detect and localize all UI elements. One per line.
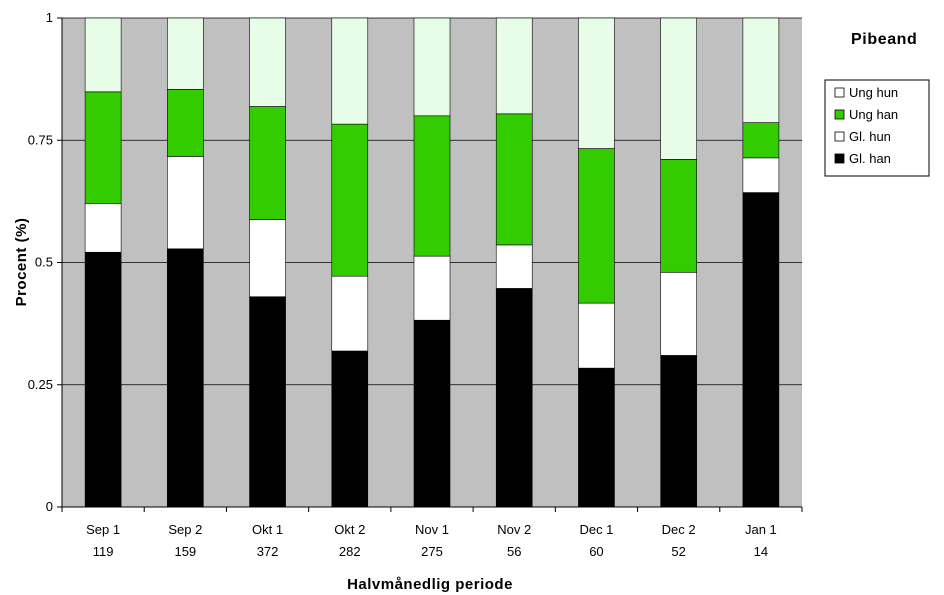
bar-segment-ung-han	[495, 113, 533, 246]
x-tick-label: Nov 2	[497, 522, 531, 537]
y-tick-label: 0.75	[28, 132, 53, 147]
bar-segment-ung-hun	[578, 17, 615, 149]
legend-swatch-ung-han	[834, 109, 845, 120]
bars	[84, 17, 780, 508]
bar-segment-ung-hun	[660, 17, 697, 160]
bar-segment-ung-hun	[249, 17, 286, 107]
bar-segment-gl-han	[167, 248, 204, 508]
y-tick-label: 1	[46, 10, 53, 25]
legend-label-gl-han: Gl. han	[849, 151, 891, 166]
bar-segment-gl-hun	[331, 275, 369, 352]
x-tick-label: Jan 1	[745, 522, 777, 537]
legend-swatch-ung-hun	[834, 87, 845, 98]
bar-segment-gl-han	[742, 192, 780, 508]
bar-segment-gl-hun	[167, 156, 204, 250]
y-tick-label: 0	[46, 499, 53, 514]
bar-segment-gl-han	[413, 319, 451, 508]
bar-segment-ung-hun	[413, 17, 451, 117]
x-count-label: 159	[174, 544, 196, 559]
bar-segment-ung-han	[84, 91, 122, 204]
bar-segment-gl-hun	[660, 271, 697, 356]
legend-label-gl-hun: Gl. hun	[849, 129, 891, 144]
bar-segment-gl-han	[495, 288, 533, 508]
bar-segment-gl-hun	[495, 244, 533, 289]
bar-segment-gl-hun	[84, 203, 122, 253]
legend-label-ung-han: Ung han	[849, 107, 898, 122]
x-count-label: 119	[93, 544, 114, 559]
bar-segment-gl-hun	[249, 219, 286, 298]
bar-segment-ung-han	[413, 115, 451, 257]
x-count-label: 282	[339, 544, 361, 559]
x-tick-label: Okt 2	[334, 522, 365, 537]
legend-swatch-gl-han	[834, 153, 845, 164]
bar-segment-ung-hun	[331, 17, 369, 125]
bar-segment-gl-hun	[742, 157, 780, 193]
y-tick-label: 0.25	[28, 377, 53, 392]
x-count-label: 52	[671, 544, 685, 559]
bar-segment-ung-hun	[742, 17, 780, 123]
x-count-label: 372	[257, 544, 279, 559]
chart-title: Pibeand	[851, 31, 917, 48]
x-count-label: 56	[507, 544, 521, 559]
y-axis-title: Procent (%)	[13, 218, 30, 307]
bar-segment-gl-hun	[413, 255, 451, 321]
bar-segment-gl-han	[331, 350, 369, 508]
x-count-label: 275	[421, 544, 443, 559]
legend-swatch-gl-hun	[834, 131, 845, 142]
x-count-label: 60	[589, 544, 603, 559]
bar-segment-gl-han	[84, 251, 122, 508]
y-ticks: 0 0.25 0.5 0.75 1	[28, 10, 62, 514]
bar-segment-ung-han	[578, 148, 615, 304]
x-tick-label: Nov 1	[415, 522, 449, 537]
bar-segment-ung-han	[331, 123, 369, 277]
bar-segment-gl-han	[660, 355, 697, 508]
y-tick-label: 0.5	[35, 255, 53, 270]
x-axis-title: Halvmånedlig periode	[347, 576, 513, 593]
x-count-label: 14	[754, 544, 768, 559]
bar-segment-ung-hun	[167, 17, 204, 90]
x-tick-label: Sep 1	[86, 522, 120, 537]
bar-segment-ung-hun	[495, 17, 533, 115]
bar-segment-gl-han	[578, 367, 615, 508]
legend: Ung hun Ung han Gl. hun Gl. han	[824, 79, 930, 177]
bar-segment-ung-han	[742, 122, 780, 159]
bar-segment-ung-han	[660, 159, 697, 273]
x-ticks: Sep 1 119 Sep 2 159 Okt 1 372 Okt 2 282 Nov 1 275…	[61, 507, 803, 559]
bar-segment-ung-hun	[84, 17, 122, 93]
x-tick-label: Dec 2	[662, 522, 696, 537]
bar-segment-ung-han	[167, 89, 204, 157]
x-tick-label: Okt 1	[252, 522, 283, 537]
bar-segment-gl-hun	[578, 302, 615, 369]
bar-segment-gl-han	[249, 296, 286, 508]
x-tick-label: Dec 1	[579, 522, 613, 537]
bar-segment-ung-han	[249, 106, 286, 220]
legend-label-ung-hun: Ung hun	[849, 85, 898, 100]
x-tick-label: Sep 2	[168, 522, 202, 537]
